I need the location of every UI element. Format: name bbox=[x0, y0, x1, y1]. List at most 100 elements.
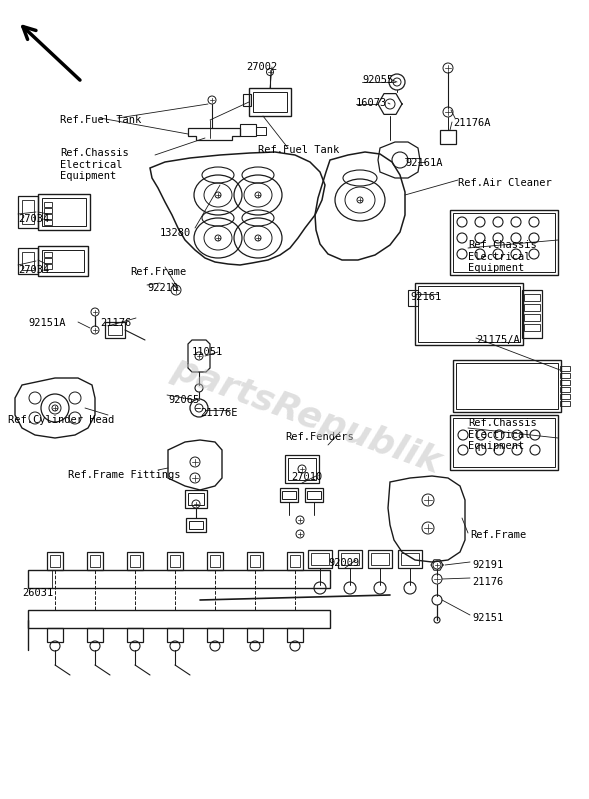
Bar bbox=[398, 550, 422, 568]
Bar bbox=[287, 552, 303, 570]
Bar bbox=[440, 130, 456, 144]
Bar bbox=[256, 127, 266, 135]
Bar bbox=[247, 628, 263, 642]
Text: 13280: 13280 bbox=[160, 228, 191, 238]
Bar bbox=[450, 415, 558, 470]
Bar bbox=[305, 488, 323, 502]
Text: 92151: 92151 bbox=[472, 613, 503, 623]
Bar bbox=[524, 324, 540, 331]
Bar bbox=[560, 373, 570, 378]
Text: 27010: 27010 bbox=[291, 472, 322, 482]
Bar bbox=[453, 213, 555, 272]
Text: 26031: 26031 bbox=[22, 588, 53, 598]
Bar bbox=[44, 214, 52, 219]
Bar bbox=[44, 220, 52, 225]
Text: Ref.Fenders: Ref.Fenders bbox=[285, 432, 354, 442]
Text: 11051: 11051 bbox=[192, 347, 223, 357]
Bar bbox=[253, 92, 287, 112]
Bar bbox=[18, 196, 38, 228]
Bar bbox=[401, 553, 419, 565]
Text: 27002: 27002 bbox=[246, 62, 277, 72]
Bar bbox=[38, 194, 90, 230]
Bar bbox=[22, 252, 34, 270]
Bar bbox=[28, 610, 330, 628]
Text: 27034: 27034 bbox=[18, 214, 49, 224]
Bar bbox=[338, 550, 362, 568]
Bar bbox=[453, 418, 555, 467]
Bar bbox=[42, 250, 84, 272]
Text: Ref.Cylinder Head: Ref.Cylinder Head bbox=[8, 415, 114, 425]
Bar bbox=[87, 628, 103, 642]
Bar bbox=[108, 325, 122, 335]
Text: 21175/A: 21175/A bbox=[476, 335, 519, 345]
Bar bbox=[522, 290, 542, 338]
Bar bbox=[371, 553, 389, 565]
Bar bbox=[560, 387, 570, 392]
Bar bbox=[418, 286, 520, 342]
Bar bbox=[311, 553, 329, 565]
Bar bbox=[42, 198, 86, 226]
Bar bbox=[188, 493, 204, 505]
Text: Ref.Fuel Tank: Ref.Fuel Tank bbox=[60, 115, 141, 125]
Bar bbox=[207, 628, 223, 642]
Bar bbox=[50, 555, 60, 567]
Bar bbox=[290, 555, 300, 567]
Text: 92161A: 92161A bbox=[405, 158, 442, 168]
Bar bbox=[524, 314, 540, 321]
Text: 92065: 92065 bbox=[168, 395, 199, 405]
Bar bbox=[415, 283, 523, 345]
Bar bbox=[130, 555, 140, 567]
Bar bbox=[456, 363, 558, 409]
Bar bbox=[186, 518, 206, 532]
Bar bbox=[280, 488, 298, 502]
Text: 92161: 92161 bbox=[410, 292, 441, 302]
Text: 92191: 92191 bbox=[472, 560, 503, 570]
Text: Ref.Chassis
Electrical
Equipment: Ref.Chassis Electrical Equipment bbox=[468, 418, 537, 451]
Bar bbox=[44, 264, 52, 269]
Bar bbox=[524, 294, 540, 301]
Bar bbox=[22, 200, 34, 224]
Bar bbox=[560, 401, 570, 406]
Text: 21176E: 21176E bbox=[200, 408, 237, 418]
Text: Ref.Chassis
Electrical
Equipment: Ref.Chassis Electrical Equipment bbox=[468, 240, 537, 273]
Bar bbox=[170, 555, 180, 567]
Text: Ref.Frame Fittings: Ref.Frame Fittings bbox=[68, 470, 180, 480]
Bar bbox=[288, 458, 316, 480]
Bar bbox=[341, 553, 359, 565]
Text: Ref.Air Cleaner: Ref.Air Cleaner bbox=[458, 178, 552, 188]
Bar bbox=[453, 360, 561, 412]
Text: 92151A: 92151A bbox=[28, 318, 65, 328]
Bar bbox=[189, 521, 203, 529]
Bar bbox=[308, 550, 332, 568]
Text: 21176A: 21176A bbox=[453, 118, 491, 128]
Bar bbox=[90, 555, 100, 567]
Bar bbox=[368, 550, 392, 568]
Bar bbox=[127, 552, 143, 570]
Text: partsRepublik: partsRepublik bbox=[167, 351, 445, 480]
Text: 92009: 92009 bbox=[328, 558, 359, 568]
Bar bbox=[185, 490, 207, 508]
Bar bbox=[167, 628, 183, 642]
Bar bbox=[240, 124, 256, 136]
Bar bbox=[44, 258, 52, 263]
Bar bbox=[243, 94, 251, 106]
Bar bbox=[38, 246, 88, 276]
Bar bbox=[560, 394, 570, 399]
Bar bbox=[207, 552, 223, 570]
Bar bbox=[47, 552, 63, 570]
Bar bbox=[127, 628, 143, 642]
Text: Ref.Fuel Tank: Ref.Fuel Tank bbox=[258, 145, 339, 155]
Bar bbox=[167, 552, 183, 570]
Text: 21176: 21176 bbox=[100, 318, 131, 328]
Bar bbox=[28, 570, 330, 588]
Bar bbox=[44, 202, 52, 207]
Bar bbox=[44, 252, 52, 257]
Bar bbox=[282, 491, 296, 499]
Bar bbox=[287, 628, 303, 642]
Text: 92210: 92210 bbox=[147, 283, 178, 293]
Bar bbox=[250, 555, 260, 567]
Bar bbox=[47, 628, 63, 642]
Text: Ref.Frame: Ref.Frame bbox=[470, 530, 526, 540]
Text: 16073: 16073 bbox=[356, 98, 387, 108]
Bar bbox=[560, 366, 570, 371]
